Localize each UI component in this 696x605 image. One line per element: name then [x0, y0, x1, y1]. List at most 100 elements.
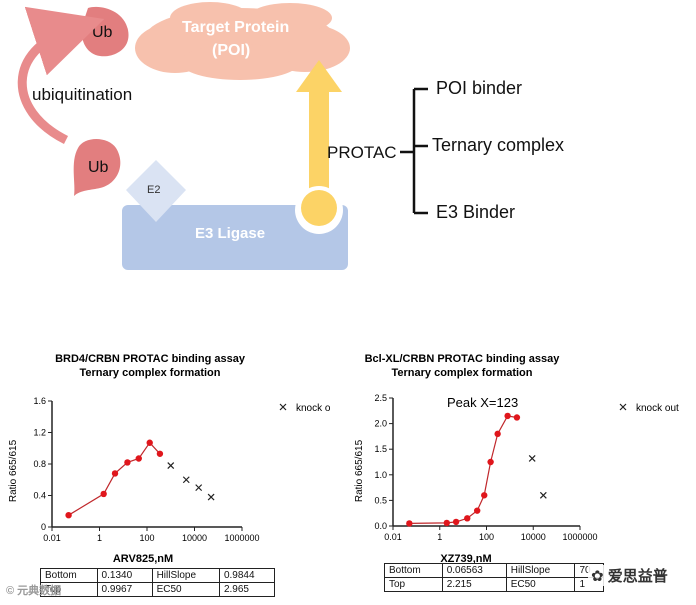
table-cell: Top: [40, 582, 98, 597]
table-cell: EC50: [505, 577, 576, 592]
y-tick-label: 0.4: [33, 491, 46, 501]
chart1-axes: 0 0.4 0.8 1.2 1.6 0.01 1 100 10000 1000000: [33, 396, 259, 543]
knock-out-point: [207, 493, 215, 501]
protac-arrow-head: [296, 60, 342, 92]
data-point: [111, 470, 119, 477]
data-point: [494, 430, 501, 438]
table-row: Bottom 0.1340 HillSlope 0.9844: [40, 568, 276, 583]
e2-shape: [126, 160, 186, 222]
chart1-subtitle: Ternary complex formation: [80, 367, 221, 379]
chart2-marks: [406, 403, 627, 527]
data-point: [513, 414, 521, 421]
table-cell: 0.9844: [218, 568, 276, 583]
data-point: [406, 520, 413, 527]
table-row: Top 0.9967 EC50 2.965: [40, 582, 276, 597]
x-tick-label: 10000: [182, 533, 207, 543]
x-tick-label: 0.01: [384, 532, 402, 542]
chart1-marks: [65, 403, 287, 519]
bclxl-binding-chart: Bcl-XL/CRBN PROTAC binding assay Ternary…: [354, 353, 679, 565]
watermark-icon: ©: [6, 585, 15, 597]
chart2-title: Bcl-XL/CRBN PROTAC binding assay: [365, 353, 561, 365]
table-row: Top 2.215 EC50 1: [384, 577, 604, 592]
protac-label: PROTAC: [327, 143, 397, 162]
table-cell: Top: [384, 577, 443, 592]
e2-label: E2: [147, 184, 160, 196]
chart1-param-table: Bottom 0.1340 HillSlope 0.9844 Top 0.996…: [40, 568, 276, 597]
x-tick-label: 0.01: [43, 533, 61, 543]
brd4-binding-chart: BRD4/CRBN PROTAC binding assay Ternary c…: [8, 353, 330, 565]
data-point: [452, 518, 460, 526]
ub-top-label: Ub: [92, 24, 113, 41]
table-cell: 0.06563: [441, 563, 507, 578]
y-tick-label: 2.5: [374, 393, 387, 403]
chart2-axes: 0.0 0.5 1.0 1.5 2.0 2.5 0.01 1 100 10000 1000000: [374, 393, 597, 542]
chart1-xlabel: ARV825,nM: [113, 553, 173, 565]
y-tick-label: 1.2: [33, 428, 46, 438]
data-point: [504, 412, 511, 420]
x-tick-label: 100: [479, 532, 494, 542]
watermark-left: © 元典数据: [6, 582, 61, 598]
table-cell: EC50: [151, 582, 220, 597]
knock-out-point: [182, 476, 190, 484]
watermark-right-text: 爱思益普: [607, 568, 668, 585]
protac-mechanism-diagram: E3 Ligase E2 Target Protein (POI) Ub Ub …: [17, 2, 564, 270]
table-cell: Bottom: [40, 568, 98, 583]
x-tick-label: 100: [139, 533, 154, 543]
x-tick-label: 1000000: [562, 532, 597, 542]
data-point: [473, 507, 481, 514]
chart2-subtitle: Ternary complex formation: [392, 367, 533, 379]
table-cell: Bottom: [384, 563, 443, 578]
ubiquitination-arrow: [17, 6, 105, 145]
chart2-annotation: Peak X=123: [447, 395, 518, 410]
knock-out-point: [195, 484, 203, 492]
fit-curve: [68, 441, 161, 516]
data-point: [487, 458, 494, 466]
chart1-title: BRD4/CRBN PROTAC binding assay: [55, 353, 246, 365]
x-tick-label: 1000000: [224, 533, 259, 543]
knock-out-point: [167, 462, 175, 469]
y-tick-label: 0.8: [33, 459, 46, 469]
chart1-legend-label: knock out: [296, 403, 330, 414]
protac-e3-binder: [301, 190, 337, 226]
table-cell: HillSlope: [151, 568, 220, 583]
protac-arrow-shaft: [309, 90, 329, 205]
data-point: [135, 455, 142, 462]
watermark-left-text: 元典数据: [17, 585, 62, 597]
target-protein-sublabel: (POI): [212, 42, 250, 59]
y-tick-label: 0.0: [374, 521, 387, 531]
ubiquitination-label: ubiquitination: [32, 85, 132, 104]
e3-ligase-label: E3 Ligase: [195, 225, 265, 242]
y-tick-label: 1.0: [374, 470, 387, 480]
data-point: [481, 492, 488, 499]
target-protein-label: Target Protein: [182, 19, 289, 36]
ub-bottom-shape: [73, 139, 121, 196]
component-ternary-complex: Ternary complex: [432, 135, 564, 155]
chart2-legend-label: knock out: [636, 403, 679, 414]
target-protein-cloud: [135, 2, 350, 80]
y-tick-label: 0.5: [374, 495, 387, 505]
y-tick-label: 1.6: [33, 396, 46, 406]
data-point: [156, 450, 164, 457]
y-tick-label: 1.5: [374, 444, 387, 454]
chart2-xlabel: XZ739,nM: [440, 553, 491, 565]
y-tick-label: 2.0: [374, 419, 387, 429]
table-cell: HillSlope: [505, 563, 576, 578]
table-cell: 2.215: [441, 577, 507, 592]
watermark-right: ✿ 爱思益普: [588, 565, 671, 586]
legend-marker: [619, 403, 627, 411]
component-bracket: [400, 87, 428, 215]
knock-out-point: [528, 454, 536, 462]
data-point: [443, 519, 450, 527]
e3-ligase-shape: [122, 205, 348, 270]
legend-marker: [279, 403, 287, 411]
data-point: [100, 490, 107, 498]
table-row: Bottom 0.06563 HillSlope 70: [384, 563, 604, 578]
data-point: [124, 459, 131, 466]
chart1-ylabel: Ratio 665/615: [8, 439, 19, 502]
knock-out-point: [539, 491, 547, 499]
data-point: [464, 515, 471, 522]
x-tick-label: 1: [437, 532, 442, 542]
component-poi-binder: POI binder: [436, 78, 522, 98]
table-cell: 0.9967: [96, 582, 153, 597]
table-cell: 0.1340: [96, 568, 153, 583]
